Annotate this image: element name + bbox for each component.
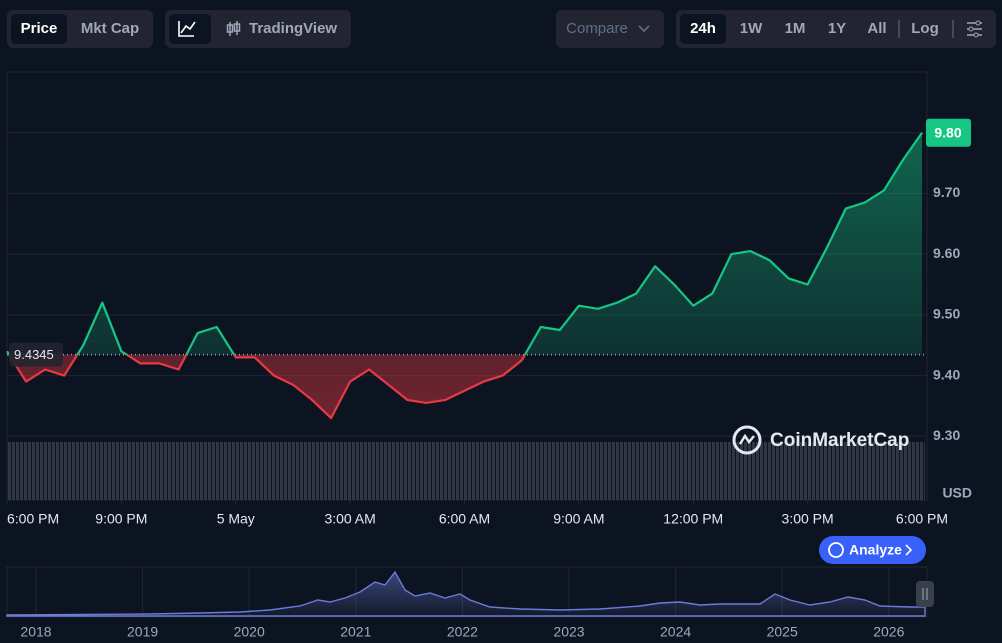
y-tick-label: 9.40 xyxy=(933,366,960,382)
y-tick-label: 9.60 xyxy=(933,245,960,261)
range-btn[interactable]: 1Y xyxy=(828,20,846,37)
overview-label: 2026 xyxy=(873,624,904,640)
x-tick-label: 9:00 PM xyxy=(95,511,147,527)
x-tick-label: 6:00 PM xyxy=(7,511,59,527)
candle-icon xyxy=(226,24,234,33)
reference-label-bg xyxy=(9,342,63,367)
last-price-bg xyxy=(926,118,971,147)
price-tab-bg xyxy=(11,14,67,44)
y-tick-label: 9.30 xyxy=(933,427,960,443)
tradingview-btn[interactable]: TradingView xyxy=(249,20,337,37)
x-tick-label: 3:00 AM xyxy=(324,511,375,527)
cmc-logo xyxy=(738,433,755,445)
cmc-logo xyxy=(732,425,762,455)
y-tick-label: 9.50 xyxy=(933,306,960,322)
x-tick-label: 12:00 PM xyxy=(663,511,723,527)
area-down xyxy=(7,354,922,419)
x-tick-label: 6:00 AM xyxy=(439,511,490,527)
volume-band xyxy=(7,442,925,500)
overview-label: 2019 xyxy=(127,624,158,640)
x-tick-label: 6:00 PM xyxy=(896,511,948,527)
area-up xyxy=(7,132,922,355)
watermark: CoinMarketCap xyxy=(770,430,909,451)
log-btn[interactable]: Log xyxy=(911,20,939,37)
compare-label: Compare xyxy=(566,20,628,37)
settings-icon xyxy=(968,26,974,32)
x-tick-label: 5 May xyxy=(217,511,255,527)
y-tick-label: 9.70 xyxy=(933,184,960,200)
settings-icon xyxy=(975,20,981,26)
price-line-up xyxy=(6,132,923,355)
style-group xyxy=(165,10,351,48)
line-icon xyxy=(178,21,196,37)
analyze-btn[interactable] xyxy=(819,536,926,564)
range-btn[interactable]: 1W xyxy=(740,20,763,37)
last-price-label: 9.80 xyxy=(934,124,961,140)
price-line-down xyxy=(7,354,527,420)
price-tab[interactable]: Price xyxy=(21,20,58,37)
x-tick-label: 3:00 PM xyxy=(782,511,834,527)
y-unit: USD xyxy=(942,485,972,501)
overview-label: 2022 xyxy=(447,624,478,640)
x-tick-label: 9:00 AM xyxy=(553,511,604,527)
handle-grip xyxy=(922,588,928,600)
overview-label: 2025 xyxy=(767,624,798,640)
settings-icon xyxy=(973,32,979,38)
range-group xyxy=(676,10,996,48)
overview-label: 2021 xyxy=(340,624,371,640)
reference-label: 9.4345 xyxy=(14,347,54,362)
active-range-bg xyxy=(680,14,726,44)
overview-label: 2024 xyxy=(660,624,691,640)
analyze-label: Analyze xyxy=(849,542,902,558)
candle-icon xyxy=(233,23,241,32)
overview-line xyxy=(6,570,926,617)
overview-label: 2023 xyxy=(553,624,584,640)
overview-label: 2020 xyxy=(234,624,265,640)
overview-handle[interactable] xyxy=(916,581,934,607)
overview-label: 2018 xyxy=(20,624,51,640)
compare-btn[interactable] xyxy=(556,10,664,48)
analyze-icon xyxy=(828,542,844,558)
range-btn[interactable]: 1M xyxy=(785,20,806,37)
chevron xyxy=(905,544,913,556)
range-btn[interactable]: All xyxy=(867,20,886,37)
range-btn[interactable]: 24h xyxy=(690,20,716,37)
mkt-cap-tab[interactable]: Mkt Cap xyxy=(81,20,139,37)
chevron xyxy=(638,25,650,33)
